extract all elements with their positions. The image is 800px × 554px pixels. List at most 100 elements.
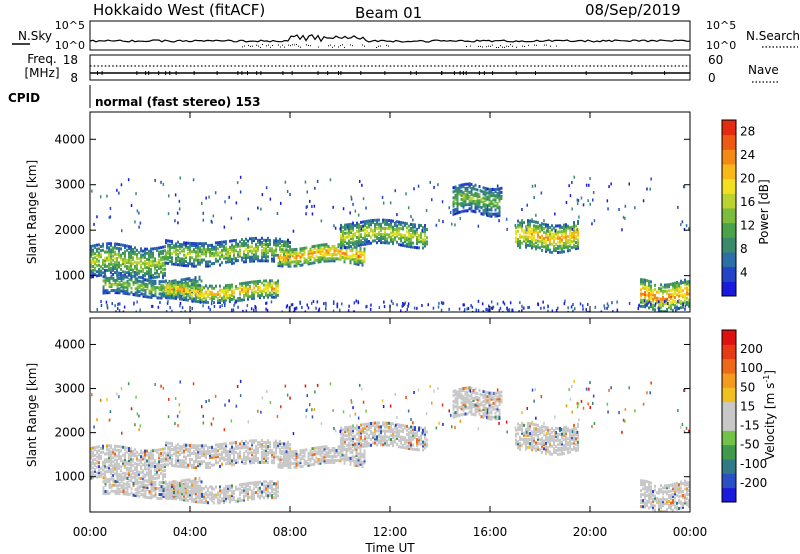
power-cell [247,283,249,287]
power-cell [98,253,100,257]
nsearch-dot [510,44,511,46]
power-cell [213,305,216,308]
velocity-cell [249,487,251,491]
power-cell [352,236,354,240]
power-cell [283,256,286,260]
power-cell [118,253,120,257]
power-cell [357,262,360,266]
power-cell [178,280,181,284]
power-cell [156,275,158,279]
velocity-cell [118,472,120,476]
velocity-cell [283,464,286,468]
power-cell [547,238,549,241]
power-cell [193,248,195,252]
power-cell [545,233,547,237]
power-cell [207,244,209,248]
power-cell [166,294,169,298]
velocity-cell [150,451,152,455]
power-cell [146,251,148,255]
power-cell [350,224,352,228]
power-cell [196,286,199,290]
power-cell [454,212,457,216]
velocity-cell [259,441,261,444]
power-cell [114,262,116,266]
power-cell [557,236,559,240]
velocity-cell [104,460,106,464]
power-cell [156,265,158,269]
power-cell [464,193,467,197]
power-cell [185,290,187,294]
power-cell [355,262,358,266]
power-cell [662,297,664,301]
power-cell [482,202,485,206]
power-cell [682,305,684,309]
freq-unit-label: [MHz] [24,66,59,80]
velocity-cell [190,491,193,495]
power-cell [293,252,296,256]
power-cell [545,229,548,233]
velocity-cell [201,444,203,448]
power-cell [221,251,223,254]
power-cell [134,246,136,250]
power-cell [683,227,686,231]
velocity-cell [167,457,169,461]
velocity-cell [189,461,191,465]
velocity-cell [201,500,203,504]
power-cell [541,242,543,246]
velocity-cell [124,448,126,452]
power-cell [478,209,481,213]
power-cell [130,261,132,265]
power-cell [521,225,523,229]
power-cell [121,229,123,233]
velocity-cell [175,444,177,448]
power-cell [480,200,483,203]
power-cell [130,290,133,294]
power-cell [390,235,392,239]
power-cell [175,282,177,286]
power-cell [362,226,364,230]
power-cell [205,252,207,256]
power-cell [195,242,197,246]
power-cell [372,229,374,233]
power-cell [519,223,521,227]
power-cell [515,240,517,244]
power-cell [452,196,455,200]
power-cell [156,269,158,273]
velocity-cell [187,449,189,453]
power-cell [106,306,109,310]
power-cell [640,300,642,304]
power-cell [466,209,469,213]
power-cell [231,245,233,249]
power-cell [686,282,688,286]
velocity-cell [138,470,140,474]
power-cell [193,262,195,266]
power-cell [118,291,121,295]
velocity-cell [138,476,140,480]
velocity-cell [267,496,269,500]
velocity-cell [102,492,105,496]
power-cell [287,238,289,242]
velocity-cell [223,495,225,499]
power-cell [169,245,171,249]
velocity-cell [134,476,136,480]
power-cell [177,248,179,252]
power-cell [668,305,670,309]
velocity-cell [255,439,257,443]
power-cell [486,195,489,199]
power-cell [100,245,102,248]
power-cell [392,229,394,233]
power-cell [676,281,678,284]
power-cell [195,252,197,256]
velocity-cell [96,471,98,475]
velocity-cell [148,482,151,486]
power-cell [104,260,106,264]
power-cell [561,248,563,252]
power-cell [313,244,316,248]
power-cell [317,310,320,312]
power-cell [470,182,473,186]
velocity-cell [221,446,223,450]
velocity-cell [203,450,205,454]
velocity-cell [251,481,253,485]
velocity-cell [150,496,153,500]
power-cell [199,294,201,298]
